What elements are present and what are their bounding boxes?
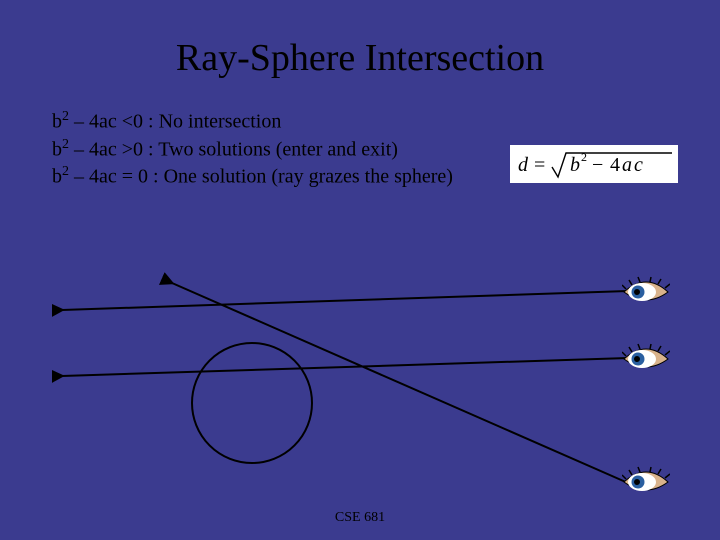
ray-sphere-diagram (52, 268, 668, 498)
rhs: Two solutions (enter and exit) (158, 138, 398, 160)
sep: : (143, 111, 159, 133)
discriminant-formula: d = b 2 − 4 a c (510, 145, 678, 183)
lhs-exponent: 2 (62, 164, 69, 179)
svg-text:=: = (534, 154, 545, 176)
lhs-base: b (52, 111, 62, 133)
ray-line (172, 283, 628, 483)
lhs-base: b (52, 166, 62, 188)
svg-text:d: d (518, 154, 529, 176)
slide-title: Ray-Sphere Intersection (0, 0, 720, 108)
svg-text:4: 4 (610, 154, 620, 176)
sphere-circle (192, 343, 312, 463)
svg-text:c: c (634, 154, 643, 176)
lhs-rest: – 4ac <0 (69, 111, 143, 133)
sep: : (148, 166, 164, 188)
rhs: No intersection (159, 111, 282, 133)
svg-text:b: b (570, 154, 580, 176)
lhs-rest: – 4ac = 0 (69, 166, 148, 188)
sep: : (143, 138, 158, 160)
eye-icon (622, 343, 670, 373)
ray-line (62, 358, 628, 376)
ray-line (62, 291, 628, 310)
svg-text:−: − (592, 154, 603, 176)
slide-footer: CSE 681 (0, 510, 720, 526)
eye-icon (622, 276, 670, 306)
rhs: One solution (ray grazes the sphere) (164, 166, 453, 188)
lhs-exponent: 2 (62, 137, 69, 152)
condition-row: b2 – 4ac <0 : No intersection (52, 108, 720, 136)
lhs-base: b (52, 138, 62, 160)
lhs-rest: – 4ac >0 (69, 138, 143, 160)
eye-icon (622, 466, 670, 496)
lhs-exponent: 2 (62, 109, 69, 124)
svg-text:a: a (622, 154, 632, 176)
svg-text:2: 2 (581, 150, 587, 164)
